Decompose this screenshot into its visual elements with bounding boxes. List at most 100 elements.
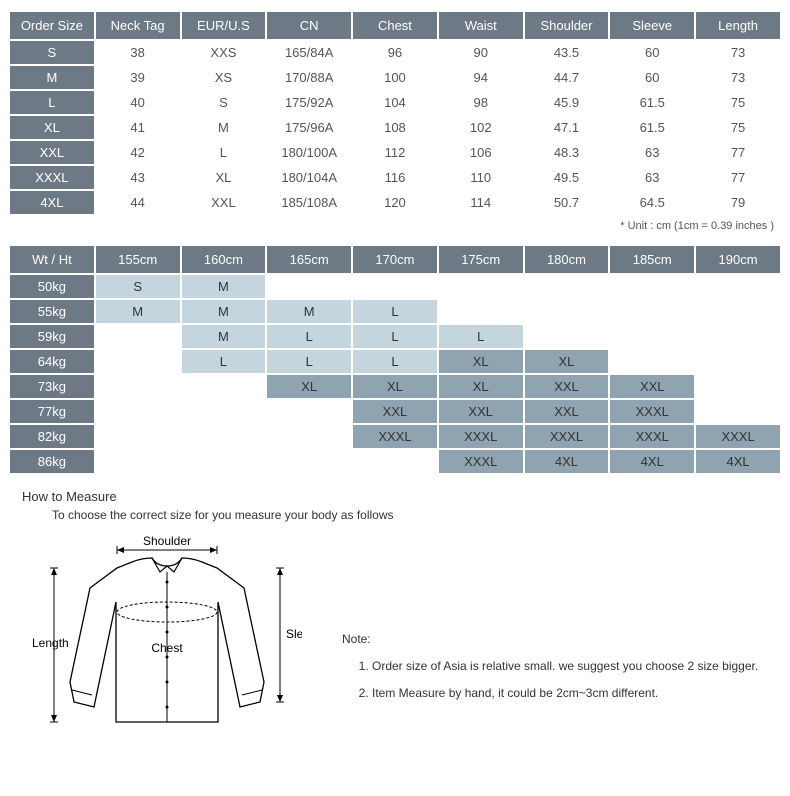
rec-cell [267,275,351,298]
size-cell: 41 [96,116,180,139]
size-cell: 185/108A [267,191,351,214]
size-cell: 44.7 [525,66,609,89]
size-cell: 77 [696,141,780,164]
rec-cell: M [182,325,266,348]
rec-cell: S [96,275,180,298]
rec-cell: 4XL [525,450,609,473]
size-row-label: M [10,66,94,89]
rec-header-cell: 160cm [182,246,266,273]
rec-cell [182,375,266,398]
rec-cell [96,375,180,398]
size-header-cell: EUR/U.S [182,12,266,39]
size-cell: 100 [353,66,437,89]
rec-cell [696,325,780,348]
rec-cell: L [182,350,266,373]
rec-cell [267,425,351,448]
rec-cell: XXL [439,400,523,423]
size-cell: 60 [610,66,694,89]
size-cell: 43.5 [525,41,609,64]
size-cell: 63 [610,166,694,189]
rec-cell [267,400,351,423]
size-table: Order SizeNeck TagEUR/U.SCNChestWaistSho… [8,10,782,216]
size-cell: 110 [439,166,523,189]
rec-cell: XXXL [610,425,694,448]
size-cell: 73 [696,66,780,89]
size-row-label: 4XL [10,191,94,214]
size-cell: 45.9 [525,91,609,114]
rec-cell [96,400,180,423]
size-cell: 114 [439,191,523,214]
size-cell: 43 [96,166,180,189]
size-cell: 79 [696,191,780,214]
size-cell: 175/96A [267,116,351,139]
rec-cell: XL [525,350,609,373]
rec-cell [525,300,609,323]
size-cell: 75 [696,91,780,114]
rec-cell [96,425,180,448]
size-cell: 38 [96,41,180,64]
rec-cell: M [96,300,180,323]
rec-cell [182,450,266,473]
size-cell: 63 [610,141,694,164]
rec-cell [696,350,780,373]
rec-cell [182,400,266,423]
size-cell: 175/92A [267,91,351,114]
size-cell: S [182,91,266,114]
notes-title: Note: [342,632,758,646]
size-cell: 120 [353,191,437,214]
size-cell: 96 [353,41,437,64]
size-header-cell: CN [267,12,351,39]
rec-cell: XXL [525,375,609,398]
rec-cell: XXXL [439,425,523,448]
size-cell: 94 [439,66,523,89]
size-cell: 102 [439,116,523,139]
sleeve-label: Sleeve [286,627,302,641]
rec-cell: L [439,325,523,348]
size-row-label: XXL [10,141,94,164]
size-cell: 42 [96,141,180,164]
size-cell: 50.7 [525,191,609,214]
rec-cell: L [353,300,437,323]
size-cell: 106 [439,141,523,164]
size-row-label: XXXL [10,166,94,189]
size-cell: 39 [96,66,180,89]
rec-header-cell: 165cm [267,246,351,273]
rec-header-cell: Wt / Ht [10,246,94,273]
rec-row-label: 55kg [10,300,94,323]
size-cell: XXL [182,191,266,214]
rec-row-label: 64kg [10,350,94,373]
size-cell: XL [182,166,266,189]
size-row-label: L [10,91,94,114]
notes-section: Note: Order size of Asia is relative sma… [342,532,758,714]
rec-cell: 4XL [610,450,694,473]
size-header-cell: Neck Tag [96,12,180,39]
rec-row-label: 77kg [10,400,94,423]
size-cell: 49.5 [525,166,609,189]
rec-cell: L [353,350,437,373]
how-to-subtitle: To choose the correct size for you measu… [52,508,782,522]
rec-cell [525,275,609,298]
rec-cell [96,325,180,348]
rec-cell: XL [353,375,437,398]
rec-row-label: 82kg [10,425,94,448]
size-header-cell: Waist [439,12,523,39]
size-header-cell: Length [696,12,780,39]
size-cell: 165/84A [267,41,351,64]
size-cell: XS [182,66,266,89]
size-cell: 104 [353,91,437,114]
size-cell: 64.5 [610,191,694,214]
rec-cell [610,300,694,323]
rec-cell: XXXL [525,425,609,448]
rec-cell [610,350,694,373]
rec-cell: XXXL [353,425,437,448]
rec-cell: 4XL [696,450,780,473]
size-cell: 98 [439,91,523,114]
note-item: Order size of Asia is relative small. we… [372,658,758,675]
rec-cell [353,450,437,473]
size-cell: 108 [353,116,437,139]
shoulder-label: Shoulder [143,534,191,548]
rec-cell [696,375,780,398]
rec-cell [439,300,523,323]
rec-cell: M [182,300,266,323]
size-row-label: S [10,41,94,64]
